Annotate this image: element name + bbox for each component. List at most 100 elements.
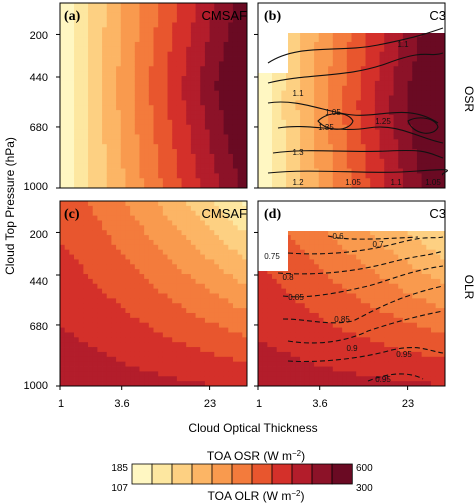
- heatmap-cell: [314, 51, 320, 57]
- heatmap-cell: [214, 149, 220, 155]
- heatmap-cell: [228, 337, 234, 343]
- heatmap-cell: [74, 210, 80, 217]
- heatmap-cell: [83, 153, 89, 160]
- heatmap-cell: [286, 303, 292, 309]
- heatmap-cell: [314, 85, 320, 92]
- heatmap-cell: [153, 308, 159, 314]
- heatmap-cell: [186, 249, 192, 255]
- heatmap-cell: [304, 80, 310, 87]
- heatmap-cell: [120, 337, 126, 343]
- heatmap-cell: [360, 76, 366, 82]
- heatmap-cell: [69, 149, 75, 155]
- heatmap-cell: [242, 66, 248, 72]
- heatmap-cell: [209, 332, 215, 338]
- heatmap-cell: [64, 85, 70, 92]
- heatmap-cell: [346, 37, 352, 43]
- heatmap-cell: [232, 183, 239, 189]
- heatmap-cell: [181, 220, 187, 226]
- heatmap-cell: [69, 293, 75, 299]
- heatmap-cell: [92, 288, 98, 294]
- heatmap-cell: [130, 215, 136, 221]
- heatmap-cell: [162, 269, 168, 275]
- heatmap-cell: [130, 361, 136, 367]
- heatmap-cell: [181, 230, 187, 236]
- heatmap-cell: [172, 7, 178, 14]
- heatmap-cell: [242, 12, 248, 19]
- heatmap-cell: [370, 139, 376, 145]
- heatmap-cell: [167, 32, 173, 38]
- heatmap-cell: [421, 46, 427, 53]
- heatmap-cell: [186, 361, 192, 367]
- heatmap-cell: [290, 317, 296, 324]
- heatmap-cell: [106, 356, 112, 363]
- heatmap-cell: [181, 264, 187, 270]
- heatmap-cell: [186, 41, 192, 48]
- heatmap-cell: [393, 158, 399, 165]
- heatmap-cell: [88, 220, 94, 226]
- heatmap-cell: [83, 12, 89, 19]
- heatmap-cell: [162, 274, 168, 280]
- heatmap-cell: [323, 80, 329, 87]
- heatmap-cell: [223, 66, 229, 72]
- heatmap-cell: [102, 56, 108, 62]
- heatmap-cell: [120, 298, 126, 304]
- heatmap-cell: [116, 278, 122, 285]
- heatmap-cell: [276, 312, 282, 319]
- heatmap-cell: [204, 71, 210, 77]
- heatmap-cell: [332, 41, 338, 48]
- heatmap-cell: [190, 259, 196, 265]
- heatmap-cell: [416, 153, 423, 160]
- heatmap-cell: [60, 114, 66, 121]
- heatmap-cell: [190, 312, 196, 319]
- heatmap-cell: [78, 183, 84, 189]
- heatmap-cell: [295, 249, 301, 255]
- heatmap-cell: [342, 85, 348, 92]
- heatmap-cell: [120, 17, 126, 23]
- heatmap-cell: [421, 56, 427, 62]
- heatmap-cell: [242, 173, 248, 179]
- heatmap-cell: [290, 351, 296, 358]
- heatmap-cell: [181, 332, 187, 338]
- heatmap-cell: [204, 288, 210, 294]
- heatmap-cell: [365, 51, 371, 57]
- heatmap-cell: [356, 66, 362, 72]
- heatmap-cell: [360, 153, 366, 160]
- heatmap-cell: [272, 303, 278, 309]
- heatmap-cell: [83, 381, 89, 387]
- heatmap-cell: [64, 283, 70, 290]
- heatmap-cell: [116, 381, 122, 387]
- heatmap-cell: [218, 351, 225, 358]
- heatmap-cell: [370, 100, 376, 106]
- heatmap-cell: [267, 183, 273, 189]
- heatmap-cell: [153, 80, 159, 87]
- heatmap-cell: [176, 32, 182, 38]
- heatmap-cell: [186, 114, 192, 121]
- heatmap-cell: [228, 205, 234, 212]
- heatmap-cell: [148, 201, 154, 207]
- heatmap-cell: [92, 7, 98, 14]
- heatmap-cell: [144, 317, 150, 324]
- heatmap-cell: [286, 254, 292, 260]
- heatmap-cell: [92, 95, 98, 101]
- heatmap-cell: [237, 366, 243, 372]
- heatmap-cell: [69, 351, 75, 358]
- heatmap-cell: [130, 264, 136, 270]
- heatmap-cell: [106, 66, 112, 72]
- heatmap-cell: [314, 134, 320, 140]
- heatmap-cell: [130, 178, 136, 184]
- heatmap-cell: [379, 153, 385, 160]
- heatmap-cell: [64, 95, 70, 101]
- heatmap-cell: [398, 173, 404, 179]
- heatmap-cell: [97, 249, 103, 255]
- heatmap-cell: [186, 110, 192, 116]
- heatmap-cell: [116, 351, 122, 358]
- heatmap-cell: [106, 249, 112, 255]
- heatmap-cell: [88, 85, 94, 92]
- heatmap-cell: [237, 76, 243, 82]
- heatmap-cell: [228, 366, 234, 372]
- heatmap-cell: [167, 381, 173, 387]
- heatmap-cell: [176, 239, 182, 246]
- heatmap-cell: [139, 376, 145, 382]
- heatmap-cell: [139, 254, 145, 260]
- heatmap-cell: [242, 332, 248, 338]
